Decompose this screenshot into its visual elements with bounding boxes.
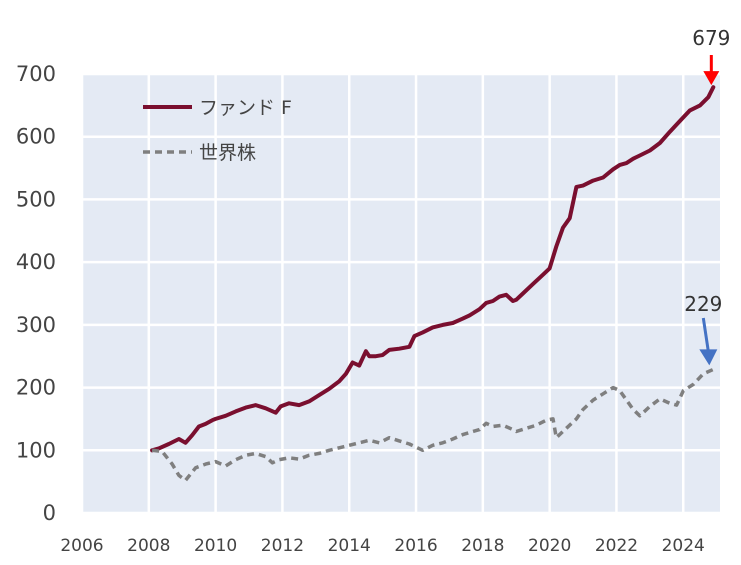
y-tick-label: 500 — [16, 187, 56, 211]
arrow-679-head — [703, 71, 720, 86]
x-tick-label: 2006 — [60, 536, 103, 556]
annotation-229: 229 — [684, 292, 722, 316]
y-tick-label: 200 — [16, 376, 56, 400]
legend: ファンド F 世界株 — [143, 97, 292, 164]
y-tick-label: 700 — [16, 62, 56, 86]
x-tick-label: 2012 — [261, 536, 304, 556]
legend-label-0: ファンド F — [199, 97, 292, 119]
x-tick-label: 2018 — [461, 536, 504, 556]
x-tick-label: 2010 — [194, 536, 237, 556]
y-tick-label: 400 — [16, 250, 56, 274]
series-line-1 — [151, 367, 715, 483]
x-tick-label: 2016 — [394, 536, 437, 556]
arrow-229-head — [699, 349, 718, 366]
axes: 0 100 200 300 400 500 600 700 2006 2008 2010 2012 20… — [16, 62, 705, 556]
x-tick-label: 2008 — [127, 536, 170, 556]
y-tick-label: 300 — [16, 313, 56, 337]
x-tick-label: 2014 — [328, 536, 371, 556]
y-tick-label: 0 — [43, 501, 56, 525]
arrow-229-shaft — [701, 317, 710, 352]
series-line-0 — [150, 85, 716, 453]
series-group — [150, 85, 716, 483]
annotations: 679 229 — [684, 26, 730, 366]
gridlines — [80, 72, 720, 515]
x-tick-label: 2022 — [595, 536, 638, 556]
x-tick-label: 2024 — [662, 536, 705, 556]
y-tick-label: 100 — [16, 438, 56, 462]
plot-area — [82, 74, 720, 513]
legend-label-1: 世界株 — [199, 142, 256, 164]
y-tick-label: 600 — [16, 125, 56, 149]
x-tick-label: 2020 — [528, 536, 571, 556]
annotation-679: 679 — [692, 26, 730, 50]
